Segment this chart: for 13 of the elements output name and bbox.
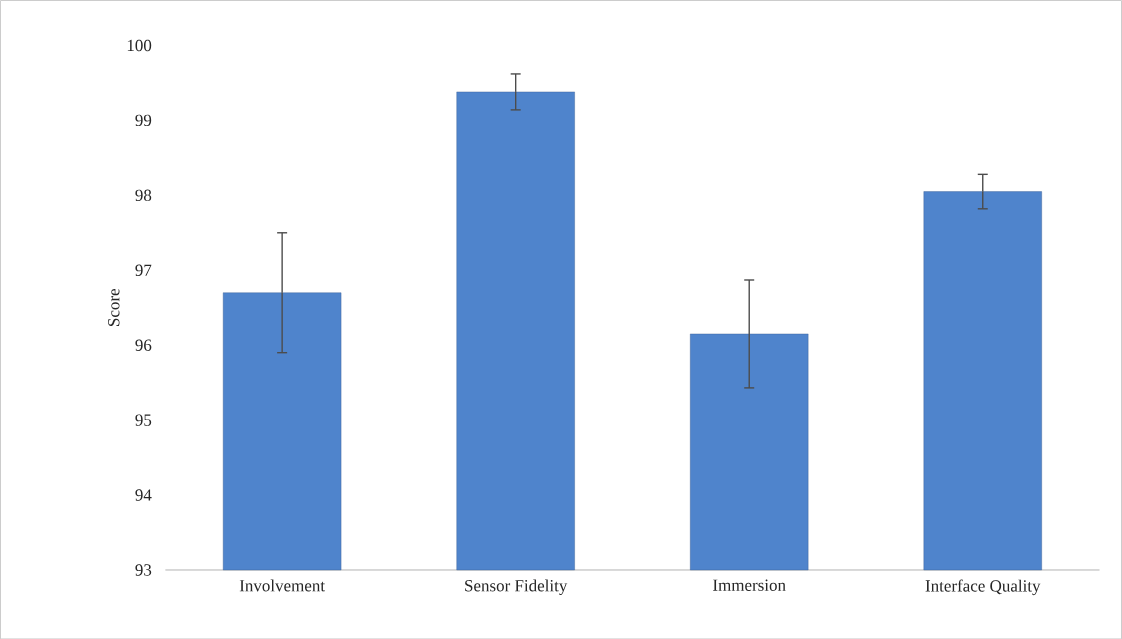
x-tick-label: Involvement: [239, 579, 325, 592]
y-tick-label: 98: [135, 189, 152, 201]
y-tick-label: 100: [127, 39, 152, 51]
y-tick-label: 95: [135, 414, 152, 426]
y-tick-label: 97: [135, 264, 152, 276]
y-tick-label: 94: [135, 489, 152, 501]
x-tick-label: Interface Quality: [925, 579, 1041, 595]
y-axis-title: Score: [108, 288, 120, 326]
x-tick-label: Immersion: [713, 579, 786, 591]
y-tick-label: 96: [135, 339, 152, 351]
y-tick-label: 93: [135, 564, 152, 576]
x-tick-label: Sensor Fidelity: [465, 579, 568, 595]
y-tick-label: 99: [135, 114, 152, 126]
